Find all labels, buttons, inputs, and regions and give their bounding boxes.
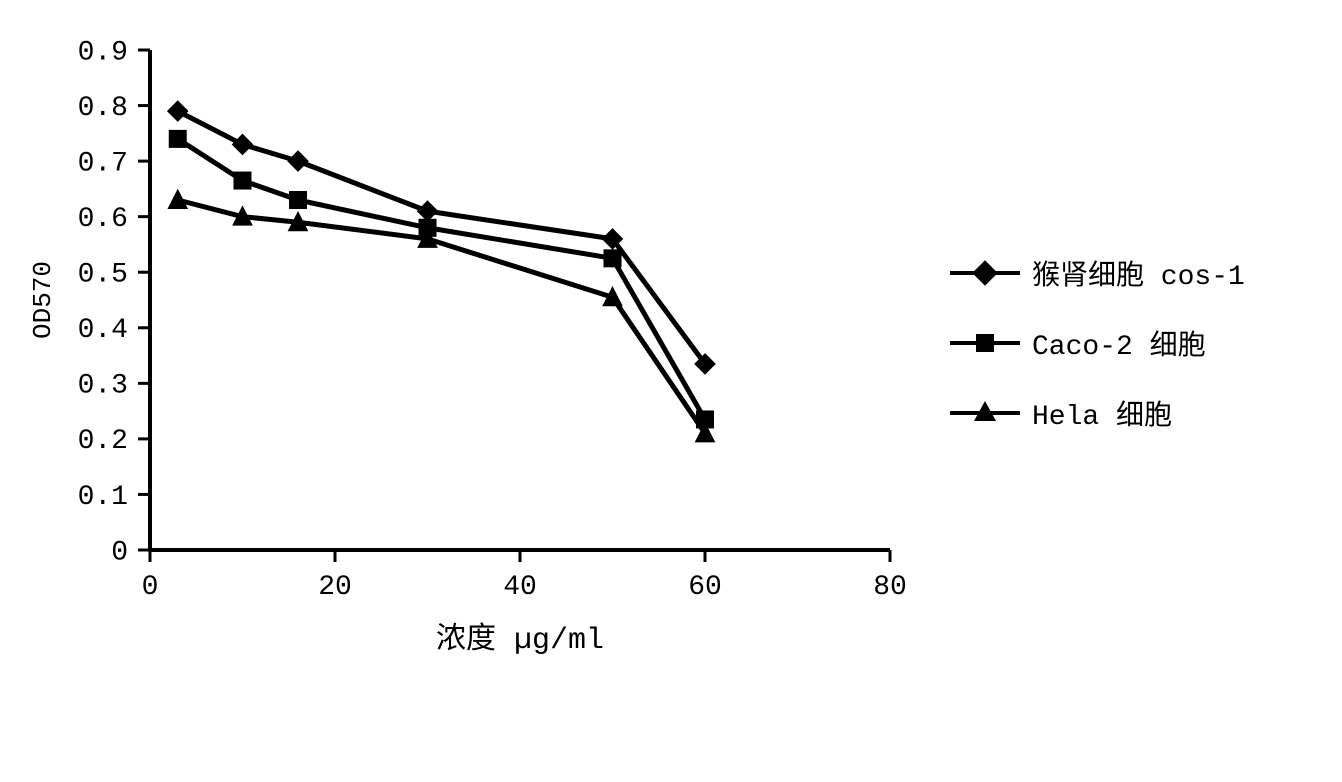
legend-item-hela: Hela 细胞	[950, 393, 1245, 433]
svg-text:20: 20	[318, 572, 352, 603]
svg-text:0.5: 0.5	[78, 260, 128, 291]
legend-label: Caco-2 细胞	[1032, 323, 1206, 363]
svg-text:0.7: 0.7	[78, 148, 128, 179]
svg-text:0.8: 0.8	[78, 93, 128, 124]
chart-plot-area: 0 20 40 60 80 0 0.1 0.2 0.3 0.4 0.5 0.6 0.7 0.8 0.9 浓度 …	[20, 20, 920, 665]
svg-text:0.6: 0.6	[78, 204, 128, 235]
svg-text:0.4: 0.4	[78, 315, 128, 346]
legend-line-icon	[950, 341, 1020, 345]
svg-text:40: 40	[503, 572, 537, 603]
svg-text:OD570: OD570	[28, 261, 58, 339]
svg-text:0.1: 0.1	[78, 482, 128, 513]
chart-container: 0 20 40 60 80 0 0.1 0.2 0.3 0.4 0.5 0.6 0.7 0.8 0.9 浓度 …	[20, 20, 1322, 665]
square-marker-icon	[976, 334, 994, 352]
legend-line-icon	[950, 411, 1020, 415]
legend-item-caco2: Caco-2 细胞	[950, 323, 1245, 363]
legend-label: 猴肾细胞 cos-1	[1032, 253, 1245, 293]
svg-text:0.2: 0.2	[78, 426, 128, 457]
svg-text:浓度 µg/ml: 浓度 µg/ml	[436, 622, 604, 658]
svg-text:0.3: 0.3	[78, 371, 128, 402]
diamond-marker-icon	[972, 260, 997, 285]
chart-legend: 猴肾细胞 cos-1 Caco-2 细胞 Hela 细胞	[950, 253, 1245, 433]
svg-text:80: 80	[873, 572, 907, 603]
svg-text:60: 60	[688, 572, 722, 603]
legend-item-cos1: 猴肾细胞 cos-1	[950, 253, 1245, 293]
legend-line-icon	[950, 271, 1020, 275]
triangle-marker-icon	[974, 401, 996, 421]
svg-text:0: 0	[111, 537, 128, 568]
chart-svg: 0 20 40 60 80 0 0.1 0.2 0.3 0.4 0.5 0.6 0.7 0.8 0.9 浓度 …	[20, 20, 920, 660]
svg-text:0.9: 0.9	[78, 37, 128, 68]
legend-label: Hela 细胞	[1032, 393, 1172, 433]
svg-text:0: 0	[142, 572, 159, 603]
